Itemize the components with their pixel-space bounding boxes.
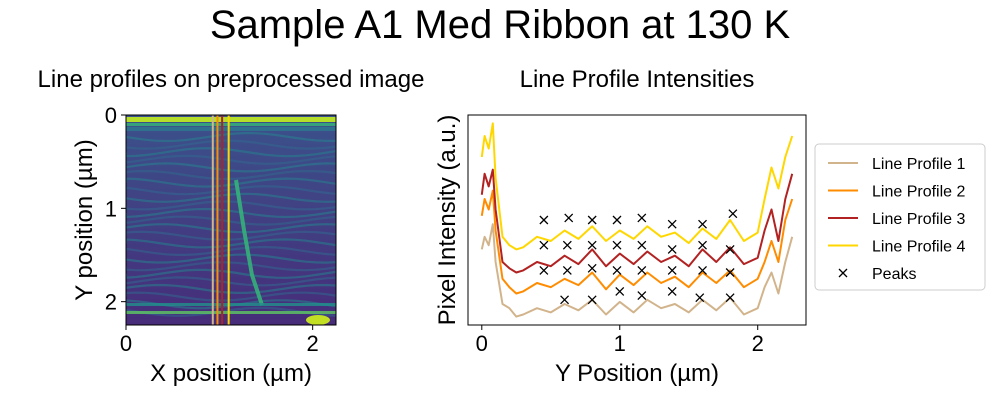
peak-marker — [539, 265, 549, 275]
heatmap-bright-top-band — [126, 127, 336, 131]
lines-xtick-label: 0 — [476, 331, 488, 356]
heatmap-texture-band — [126, 139, 336, 150]
heatmap-texture-band — [126, 207, 336, 219]
peak-marker — [615, 286, 625, 296]
heatmap-texture-band — [126, 268, 336, 279]
peak-marker — [539, 240, 549, 250]
heatmap-bottom-band — [126, 303, 336, 306]
heatmap-texture-band — [126, 162, 336, 173]
peak-marker — [587, 215, 597, 225]
peak-marker — [667, 219, 677, 229]
lines-xtick-label: 1 — [614, 331, 626, 356]
peak-marker — [728, 209, 738, 219]
heatmap-texture-band — [126, 147, 336, 158]
peak-marker — [637, 291, 647, 301]
peak-marker — [725, 293, 735, 303]
heatmap-texture-band — [126, 215, 336, 226]
heatmap-texture-band — [126, 253, 336, 264]
lines-panel-title: Line Profile Intensities — [520, 66, 755, 93]
peak-marker — [667, 286, 677, 296]
heatmap-xtick-label: 2 — [307, 331, 319, 356]
profile-lines — [211, 115, 230, 325]
heatmap-xlabel: X position (µm) — [150, 360, 312, 387]
legend-frame — [814, 143, 986, 291]
heatmap-texture-band — [126, 185, 336, 196]
peak-marker — [637, 213, 647, 223]
peak-marker — [637, 240, 647, 250]
legend: Line Profile 1 Line Profile 2 Line Profile… — [814, 143, 986, 291]
peak-marker — [562, 240, 572, 250]
peak-marker — [564, 213, 574, 223]
peak-marker — [725, 268, 735, 277]
peak-marker — [667, 265, 677, 275]
legend-peaks-marker — [838, 268, 848, 278]
series-line-1 — [480, 223, 794, 318]
legend-label-3: Line Profile 3 — [872, 211, 965, 228]
heatmap-texture-band — [126, 154, 336, 165]
peak-marker — [725, 244, 735, 254]
lines-axes: 0 1 2 — [476, 325, 764, 356]
peak-marker — [612, 215, 622, 225]
legend-label-peaks: Peaks — [872, 266, 916, 283]
heatmap-texture-band — [126, 230, 336, 241]
heatmap-texture-band — [126, 169, 336, 181]
heatmap-texture-band — [126, 192, 336, 203]
peak-marker — [539, 215, 549, 225]
series-line-3 — [480, 168, 794, 274]
heatmap-texture-band — [126, 283, 336, 294]
heatmap-bright-top-band — [126, 123, 336, 126]
heatmap-texture-band — [126, 245, 336, 256]
peak-marker — [695, 293, 705, 303]
peak-marker — [587, 295, 597, 305]
lines-xtick-label: 2 — [752, 331, 764, 356]
lines-xlabel: Y Position (µm) — [555, 360, 719, 387]
heatmap-texture-band — [126, 177, 336, 188]
heatmap-texture-band — [126, 223, 336, 234]
peak-marker — [612, 265, 622, 275]
series-group — [480, 122, 794, 318]
legend-label-2: Line Profile 2 — [872, 184, 965, 201]
peaks-group — [539, 209, 738, 305]
peak-marker — [698, 240, 707, 250]
legend-label-4: Line Profile 4 — [872, 239, 965, 256]
heatmap-bright-spot — [306, 315, 330, 325]
heatmap-ytick-label: 0 — [105, 103, 117, 128]
heatmap-bright-top-band — [126, 117, 336, 122]
peak-marker — [562, 265, 572, 275]
legend-items: Line Profile 1 Line Profile 2 Line Profile… — [828, 156, 965, 283]
heatmap-ylabel: Y position (µm) — [71, 139, 98, 300]
heatmap-image — [126, 115, 336, 325]
heatmap-frame — [125, 114, 337, 326]
heatmap-texture-band — [126, 131, 336, 143]
peak-marker — [667, 244, 677, 254]
heatmap-ytick-label: 2 — [105, 290, 117, 315]
figure-suptitle: Sample A1 Med Ribbon at 130 K — [210, 3, 791, 47]
heatmap-texture-band — [126, 291, 336, 302]
heatmap-texture-band — [126, 261, 336, 272]
heatmap-bottom-band — [126, 311, 336, 314]
heatmap-texture-band — [126, 238, 336, 249]
heatmap-texture-band — [126, 276, 336, 287]
heatmap-diagonal-feature — [234, 179, 264, 306]
image-panel-title: Line profiles on preprocessed image — [38, 66, 425, 93]
lines-plot-frame — [467, 114, 807, 326]
peak-marker — [560, 295, 570, 305]
peak-marker — [698, 265, 707, 275]
lines-ylabel: Pixel Intensity (a.u.) — [434, 115, 461, 326]
peak-marker — [637, 265, 647, 275]
heatmap-texture — [126, 117, 336, 325]
heatmap-ytick-label: 1 — [105, 196, 117, 221]
legend-label-1: Line Profile 1 — [872, 156, 965, 173]
peak-marker — [612, 240, 622, 250]
heatmap-texture-band — [126, 200, 336, 211]
peak-marker — [587, 263, 597, 273]
series-line-4 — [480, 122, 794, 251]
peak-marker — [698, 219, 707, 229]
series-line-2 — [480, 189, 794, 295]
heatmap-xtick-label: 0 — [120, 331, 132, 356]
peak-marker — [587, 240, 597, 250]
